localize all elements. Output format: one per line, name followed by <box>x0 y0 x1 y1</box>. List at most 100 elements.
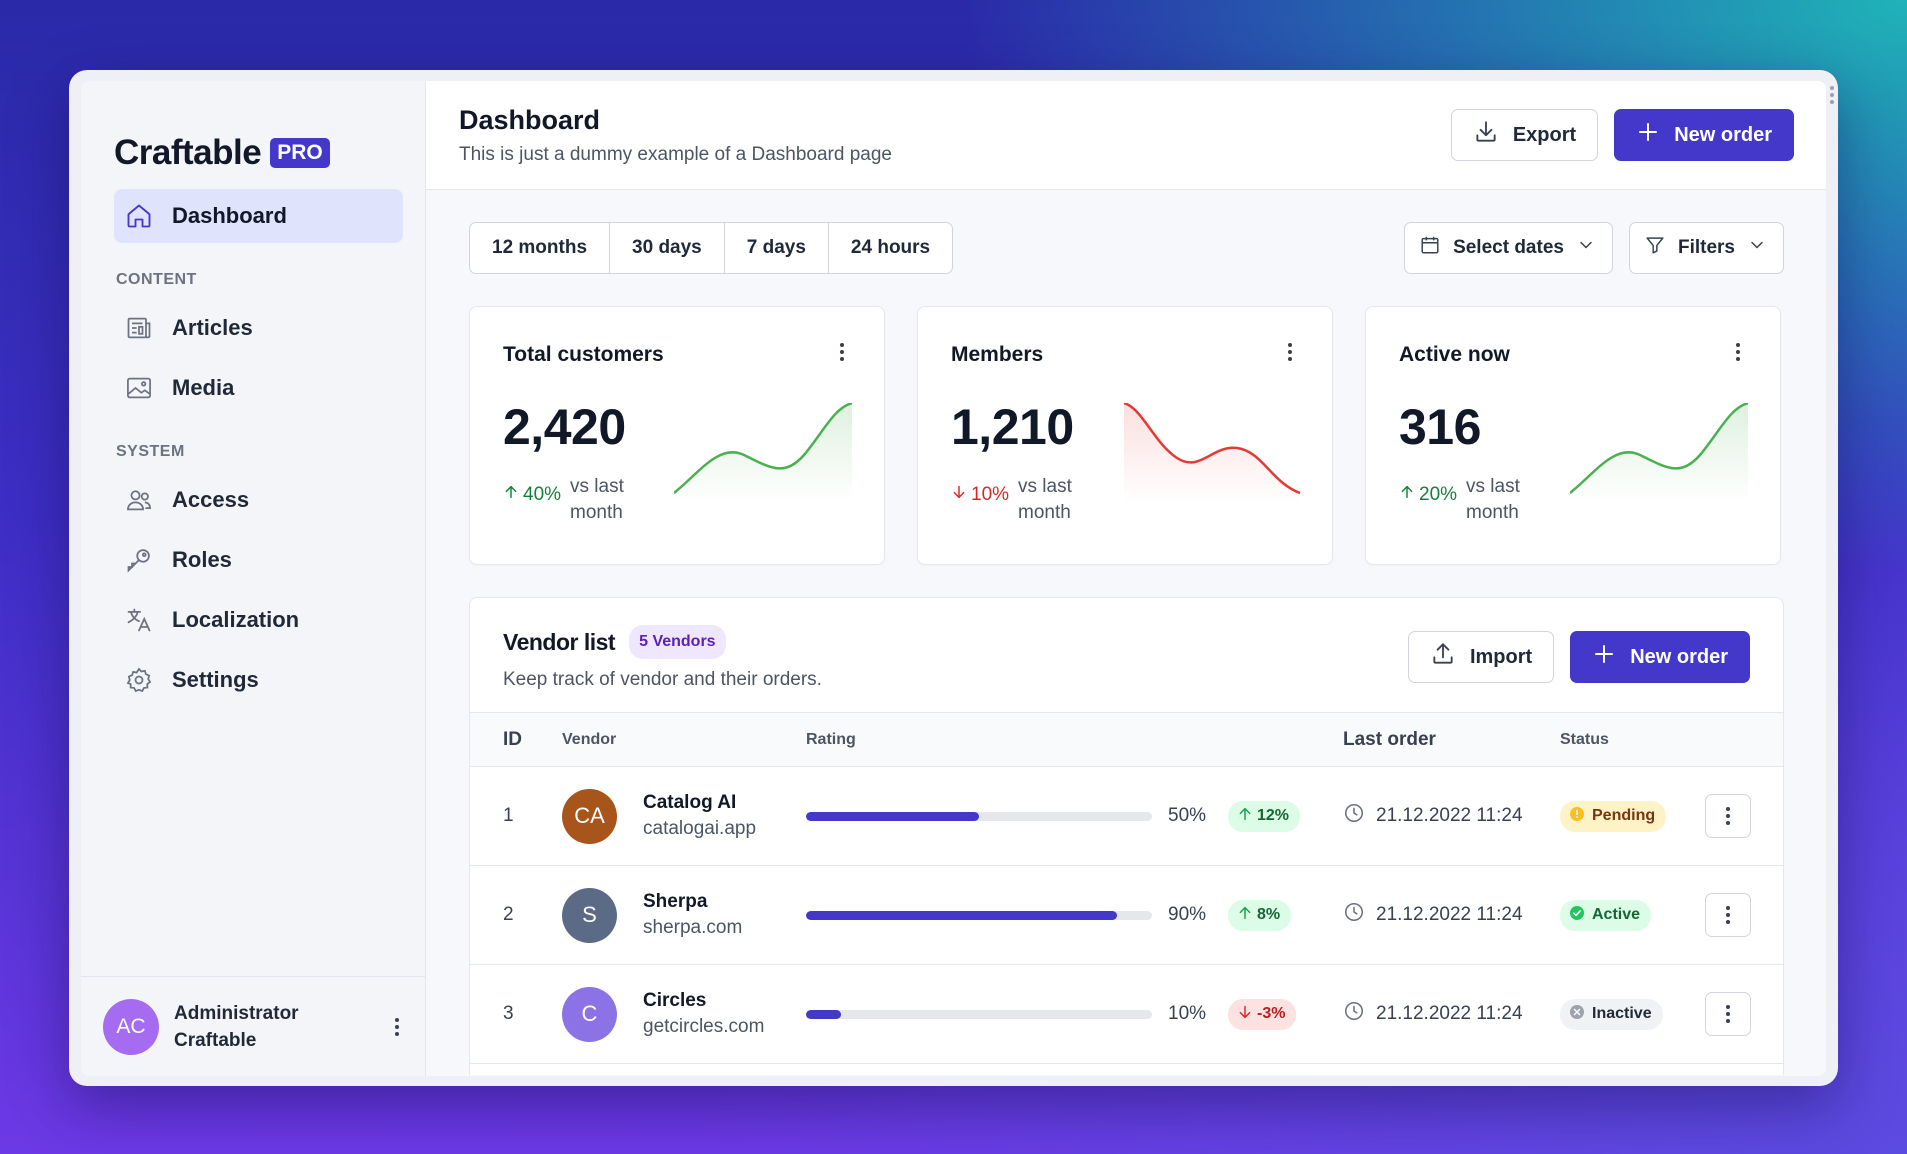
new-order-button[interactable]: New order <box>1614 109 1794 161</box>
card-menu-button[interactable] <box>1288 343 1292 361</box>
plus-icon <box>1592 642 1616 672</box>
sidebar-item-settings[interactable]: Settings <box>114 653 403 707</box>
rating-percent: 10% <box>1168 1003 1207 1024</box>
card-trend: 10% vs last month <box>951 474 1302 526</box>
row-actions-button[interactable] <box>1705 794 1751 838</box>
clock-icon <box>1343 1000 1365 1028</box>
trend-label: vs last month <box>1466 476 1520 523</box>
vendor-cell: CA Catalog AI catalogai.app <box>562 788 806 844</box>
sidebar-item-localization[interactable]: Localization <box>114 593 403 647</box>
rating-progress-fill <box>806 811 979 821</box>
sidebar-item-dashboard[interactable]: Dashboard <box>114 189 403 243</box>
sidebar-item-media[interactable]: Media <box>114 361 403 415</box>
range-7-days[interactable]: 7 days <box>725 223 829 273</box>
sidebar-item-access[interactable]: Access <box>114 473 403 527</box>
card-menu-button[interactable] <box>840 343 844 361</box>
rating-change-value: -3% <box>1257 1005 1286 1022</box>
rating-change-badge: 12% <box>1228 800 1301 832</box>
last-order-cell: 21.12.2022 11:24 <box>1343 802 1560 830</box>
user-profile[interactable]: AC Administrator Craftable <box>81 976 425 1076</box>
status-badge: Active <box>1560 899 1652 931</box>
select-dates-button[interactable]: Select dates <box>1404 222 1613 274</box>
rating-percent: 50% <box>1168 805 1207 826</box>
range-24-hours[interactable]: 24 hours <box>850 237 931 258</box>
row-actions-button[interactable] <box>1705 893 1751 937</box>
import-button[interactable]: Import <box>1407 631 1555 683</box>
sparkline-chart <box>674 403 853 503</box>
rating-cell: 10% -3% <box>806 998 1343 1030</box>
window-resize-handle[interactable] <box>1830 86 1835 104</box>
upload-icon <box>1430 641 1456 673</box>
header-actions: Export New order <box>1450 109 1794 161</box>
column-header-rating[interactable]: Rating <box>806 730 856 748</box>
kebab-icon <box>1736 343 1740 361</box>
sidebar-section-system: SYSTEM <box>116 443 185 460</box>
image-icon <box>124 373 154 403</box>
rating-change-value: 8% <box>1257 906 1281 923</box>
sparkline-area <box>1124 403 1300 503</box>
stat-card-total-customers: Total customers 2,420 40% <box>469 306 885 565</box>
trend-value: 10% <box>971 484 1010 505</box>
row-actions-button[interactable] <box>1705 992 1751 1036</box>
clock-icon <box>1343 802 1365 830</box>
range-12-months[interactable]: 12 months <box>470 223 611 273</box>
card-menu-button[interactable] <box>1736 343 1740 361</box>
sidebar-item-articles[interactable]: Articles <box>114 301 403 355</box>
chevron-down-icon <box>1747 235 1767 261</box>
rating-change-value: 12% <box>1257 807 1290 824</box>
last-order-value: 21.12.2022 11:24 <box>1376 805 1523 826</box>
page-subtitle: This is just a dummy example of a Dashbo… <box>459 143 892 165</box>
column-header-last-order[interactable]: Last order <box>1343 728 1436 750</box>
filter-icon <box>1644 234 1666 262</box>
card-value: 2,420 <box>503 399 626 455</box>
last-order-value: 21.12.2022 11:24 <box>1376 1003 1523 1024</box>
sidebar-nav: Dashboard CONTENT Articles Media SYSTEM <box>81 189 425 713</box>
table-row[interactable]: 2 S Sherpa sherpa.com 90% <box>470 866 1783 965</box>
brand-logo[interactable]: Craftable PRO <box>81 81 425 189</box>
stat-cards: Total customers 2,420 40% <box>469 306 1784 565</box>
rating-change-badge: -3% <box>1228 998 1297 1030</box>
vendor-name: Circles <box>643 990 707 1011</box>
sparkline-line <box>674 403 853 494</box>
sidebar-item-label: Dashboard <box>172 203 287 228</box>
vendor-count-badge: 5 Vendors <box>629 625 726 659</box>
table-row[interactable]: 1 CA Catalog AI catalogai.app 50% <box>470 767 1783 866</box>
vendor-list-subtitle: Keep track of vendor and their orders. <box>503 669 822 690</box>
sparkline-chart <box>1123 403 1301 503</box>
vendor-domain: sherpa.com <box>643 917 743 938</box>
trend-percent: 20% <box>1399 484 1457 506</box>
sidebar-item-roles[interactable]: Roles <box>114 533 403 587</box>
avatar: S <box>562 887 617 943</box>
column-header-vendor[interactable]: Vendor <box>562 730 617 748</box>
sparkline-line <box>1570 403 1749 494</box>
sidebar-item-label: Roles <box>172 547 232 572</box>
toolbar-right: Select dates Filters <box>1404 222 1784 274</box>
download-icon <box>1473 119 1499 151</box>
filters-button[interactable]: Filters <box>1628 222 1784 274</box>
user-menu-button[interactable] <box>395 1017 399 1036</box>
row-id: 1 <box>503 805 514 826</box>
home-icon <box>124 201 154 231</box>
vendor-new-order-button[interactable]: New order <box>1570 631 1750 683</box>
row-id: 2 <box>503 904 514 925</box>
rating-percent: 90% <box>1168 904 1207 925</box>
column-header-status[interactable]: Status <box>1560 730 1609 748</box>
card-trend: 20% vs last month <box>1399 474 1750 526</box>
filters-label: Filters <box>1677 237 1735 258</box>
export-button[interactable]: Export <box>1450 109 1599 161</box>
rating-progress-bar <box>806 1009 1152 1019</box>
column-header-id[interactable]: ID <box>503 728 522 750</box>
range-30-days[interactable]: 30 days <box>610 223 725 273</box>
sidebar-item-label: Articles <box>172 315 253 340</box>
import-label: Import <box>1469 645 1533 668</box>
table-row[interactable]: 3 C Circles getcircles.com 10% <box>470 965 1783 1064</box>
trend-value: 40% <box>523 484 562 505</box>
rating-progress-fill <box>806 1009 841 1019</box>
dashboard-body: 12 months 30 days 7 days 24 hours Select… <box>426 190 1826 1076</box>
new-order-label: New order <box>1674 123 1772 146</box>
last-order-value: 21.12.2022 11:24 <box>1376 904 1523 925</box>
status-label: Pending <box>1592 807 1656 824</box>
trend-percent: 40% <box>503 484 561 506</box>
status-badge: Pending <box>1560 800 1667 832</box>
rating-change-badge: 8% <box>1228 899 1292 931</box>
